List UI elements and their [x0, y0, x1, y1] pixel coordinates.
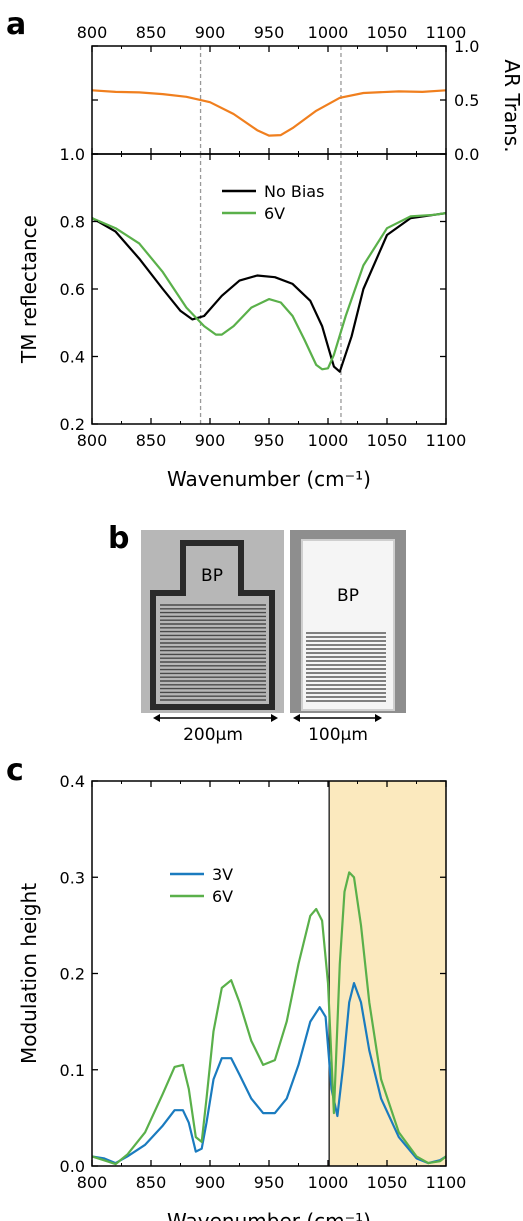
x-tick-label: 800 — [77, 1173, 108, 1192]
series-line-no-bias — [91, 212, 447, 373]
series-line-6v — [91, 871, 447, 1166]
x-tick-label: 800 — [77, 23, 108, 42]
x-tick-label: 1100 — [426, 23, 467, 42]
x-tick-label: 850 — [136, 23, 167, 42]
x-tick-label: 1100 — [426, 431, 467, 450]
panel-letter-a: a — [6, 7, 26, 42]
panel-letter-b: b — [108, 521, 129, 556]
chart-tm-reflectance: 800 850 900 950 1000 1050 1100 0.2 0.4 0.6 0.8 1.0 T… — [17, 145, 466, 491]
scale-label-left: 200µm — [183, 725, 243, 745]
series-line-6v — [91, 212, 447, 371]
x-tick-label: 900 — [195, 23, 226, 42]
x-tick-label: 850 — [136, 431, 167, 450]
x-tick-label: 950 — [254, 23, 285, 42]
x-tick-label: 1050 — [367, 1173, 408, 1192]
legend-label: No Bias — [264, 182, 324, 201]
y-tick-label: 1.0 — [60, 145, 85, 164]
x-axis-label: Wavenumber (cm⁻¹) — [167, 467, 371, 491]
x-tick-label: 1050 — [367, 23, 408, 42]
x-tick-label: 1000 — [308, 1173, 349, 1192]
y-axis-label: Modulation height — [17, 883, 41, 1064]
x-tick-label: 950 — [254, 1173, 285, 1192]
chart-modulation-height: 800 850 900 950 1000 1050 1100 0.0 0.1 0.2 0.3 0.4 M… — [17, 772, 466, 1221]
y-tick-label: 0.8 — [60, 213, 85, 232]
y-tick-label: 0.4 — [60, 348, 85, 367]
micrograph-right: BP — [290, 530, 406, 713]
plot-frame — [91, 45, 447, 155]
x-tick-label: 1100 — [426, 1173, 467, 1192]
micrograph-left: BP — [141, 530, 284, 713]
y-tick-label: 1.0 — [454, 37, 479, 56]
x-tick-label: 800 — [77, 431, 108, 450]
y-tick-label: 0.2 — [60, 965, 85, 984]
y-axis-label: AR Trans. — [500, 59, 523, 152]
legend-label: 3V — [212, 865, 233, 884]
y-tick-label: 0.6 — [60, 280, 85, 299]
x-tick-label: 950 — [254, 431, 285, 450]
x-tick-label: 850 — [136, 1173, 167, 1192]
x-axis-label: Wavenumber (cm⁻¹) — [167, 1209, 371, 1221]
series-line-3v — [91, 981, 447, 1165]
electrode-right — [301, 539, 395, 711]
scale-bar-right: 100µm — [293, 714, 382, 745]
electrode-outline-left — [150, 540, 275, 710]
legend-label: 6V — [212, 887, 233, 906]
y-tick-label: 0.5 — [454, 91, 479, 110]
bond-pad-label-right: BP — [337, 586, 359, 606]
series-line-ar-transmission — [91, 89, 447, 137]
y-tick-label: 0.2 — [60, 415, 85, 434]
y-tick-label: 0.0 — [60, 1157, 85, 1176]
y-tick-label: 0.4 — [60, 772, 85, 791]
y-tick-label: 0.0 — [454, 145, 479, 164]
y-axis-label: TM reflectance — [17, 215, 41, 364]
scale-label-right: 100µm — [308, 725, 368, 745]
micrograph-left-background — [141, 530, 284, 713]
bond-pad-label-left: BP — [201, 566, 223, 586]
x-tick-label: 900 — [195, 1173, 226, 1192]
x-tick-label: 1050 — [367, 431, 408, 450]
chart-ar-transmission: 800 850 900 950 1000 1050 1100 0.0 0.5 1.0 AR Tran… — [77, 23, 523, 164]
grating-left — [160, 604, 266, 701]
legend-label: 6V — [264, 204, 285, 223]
panel-letter-c: c — [6, 753, 24, 788]
scale-bar-left: 200µm — [153, 714, 278, 745]
x-tick-label: 1000 — [308, 23, 349, 42]
x-tick-label: 1000 — [308, 431, 349, 450]
grating-right — [306, 632, 386, 702]
y-tick-label: 0.1 — [60, 1061, 85, 1080]
y-tick-label: 0.3 — [60, 868, 85, 887]
x-tick-label: 900 — [195, 431, 226, 450]
highlight-band — [329, 781, 446, 1166]
